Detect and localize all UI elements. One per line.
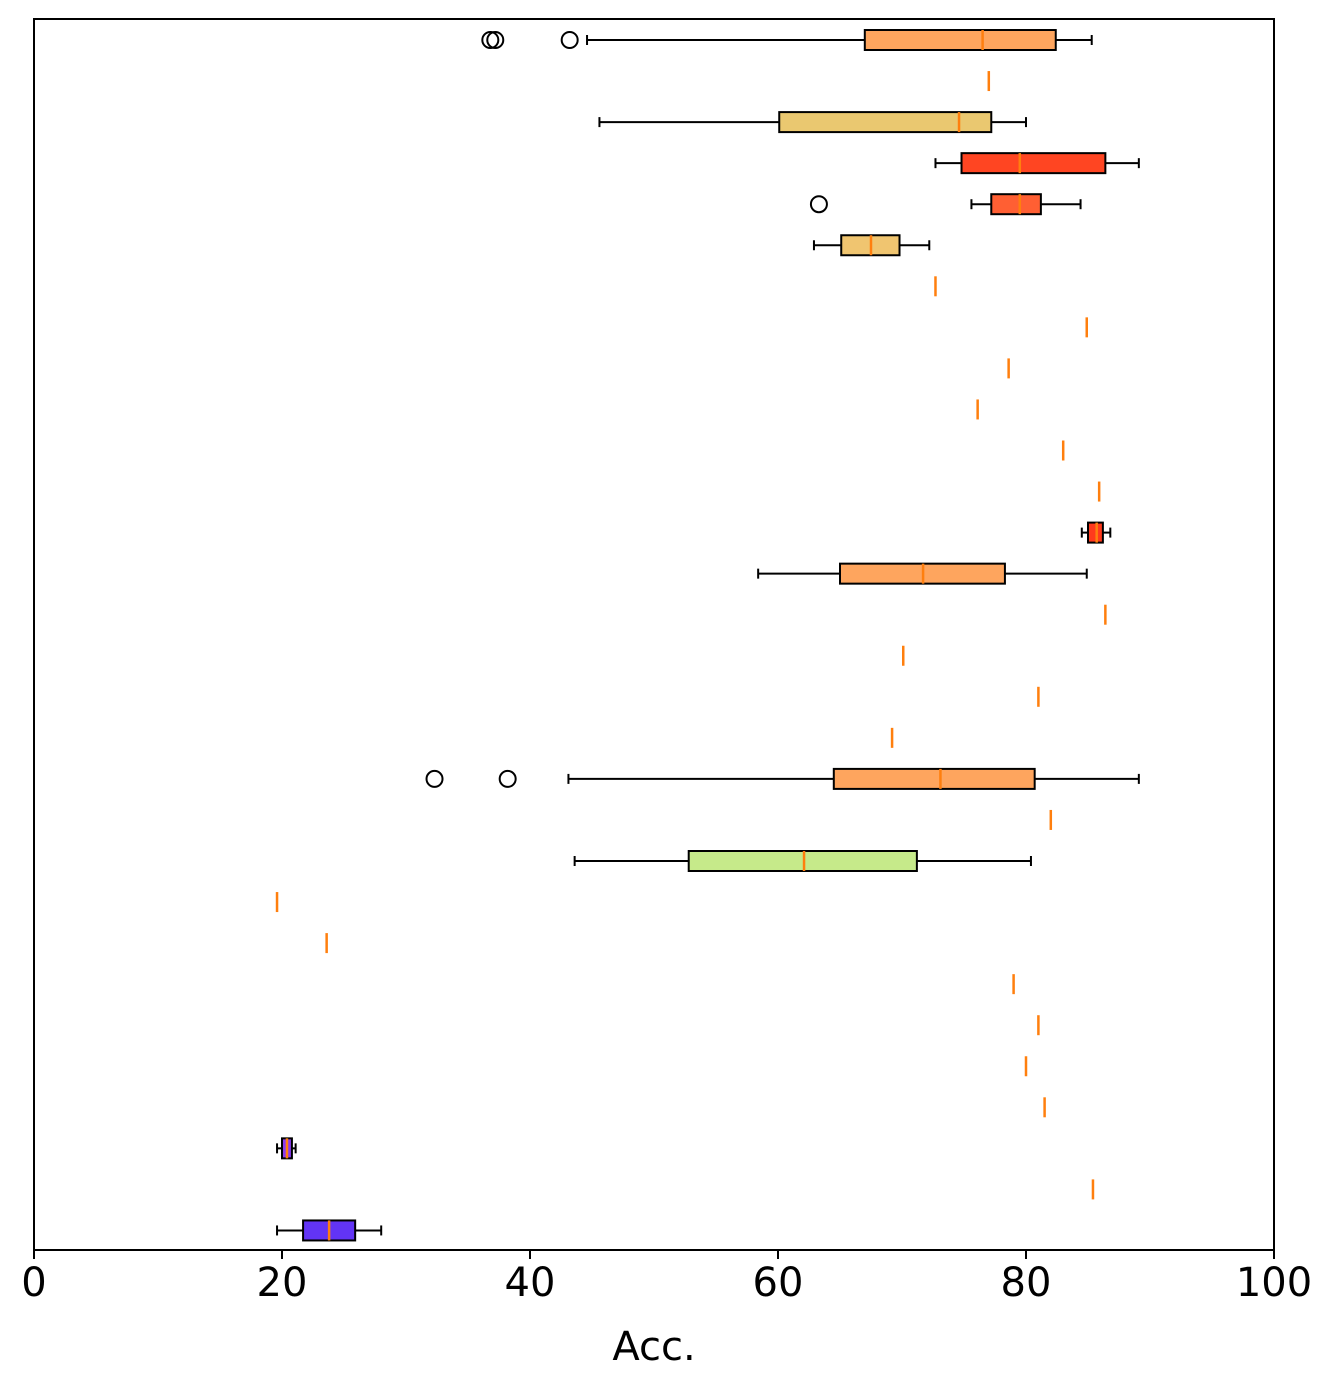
outlier-point (486, 31, 505, 49)
box-row-5 (809, 193, 1082, 216)
box-row-21 (573, 850, 1032, 872)
x-tick-label: 0 (21, 1260, 46, 1306)
x-axis-label: Acc. (612, 1324, 695, 1370)
box-iqr (990, 193, 1042, 216)
x-tick-label: 20 (257, 1260, 308, 1306)
box-row-19 (425, 767, 1140, 790)
box-row-3 (598, 111, 1027, 134)
plot-frame (33, 18, 1275, 1251)
box-iqr (863, 29, 1057, 51)
outlier-point (425, 769, 444, 788)
box-row-14 (757, 562, 1088, 585)
x-axis: 0 20 40 60 80 100 (21, 1250, 1312, 1306)
box-row-13 (1080, 521, 1112, 544)
box-row-4 (934, 152, 1140, 175)
box-iqr (960, 152, 1107, 175)
outlier-point (560, 31, 579, 49)
chart-marks (275, 29, 1140, 1242)
x-tick-label: 40 (505, 1260, 556, 1306)
box-row-1 (481, 29, 1093, 51)
x-tick-label: 80 (1001, 1260, 1052, 1306)
box-iqr (832, 767, 1036, 790)
outlier-point (481, 31, 500, 49)
outlier-point (498, 769, 517, 788)
box-row-28 (276, 1137, 297, 1160)
box-iqr (778, 111, 993, 134)
outlier-point (809, 195, 828, 214)
box-row-6 (812, 234, 931, 257)
x-tick-label: 60 (753, 1260, 804, 1306)
x-tick-label: 100 (1236, 1260, 1312, 1306)
box-row-30 (276, 1219, 383, 1242)
